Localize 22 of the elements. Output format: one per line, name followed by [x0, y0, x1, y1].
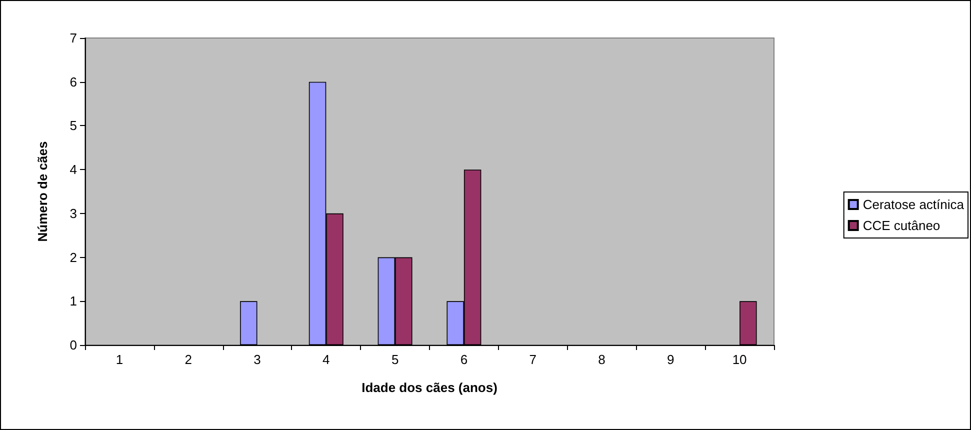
x-tick-label: 2: [184, 352, 192, 367]
x-tick-label: 9: [667, 352, 674, 367]
y-tick-label: 1: [70, 294, 77, 309]
x-tick-label: 8: [598, 352, 606, 367]
y-tick-label: 7: [70, 30, 77, 46]
x-tick-label: 7: [529, 352, 536, 367]
x-tick-label: 4: [322, 352, 330, 367]
y-tick-label: 6: [70, 74, 77, 90]
y-tick-label: 0: [70, 338, 77, 352]
x-tick-label: 1: [116, 352, 124, 367]
legend-label: Ceratose actínica: [862, 197, 965, 212]
x-axis-title: Idade dos cães (anos): [362, 380, 498, 395]
y-tick-label: 5: [70, 118, 77, 134]
legend-label: CCE cutâneo: [862, 218, 940, 233]
y-tick-label: 3: [70, 206, 77, 221]
x-tick-label: 10: [732, 352, 747, 367]
x-tick-label: 6: [460, 352, 468, 367]
x-tick-label: 3: [254, 352, 261, 367]
y-axis-title: Número de cães: [35, 141, 50, 242]
y-tick-label: 2: [70, 250, 77, 265]
y-tick-label: 4: [70, 162, 77, 178]
x-tick-label: 5: [391, 352, 399, 367]
